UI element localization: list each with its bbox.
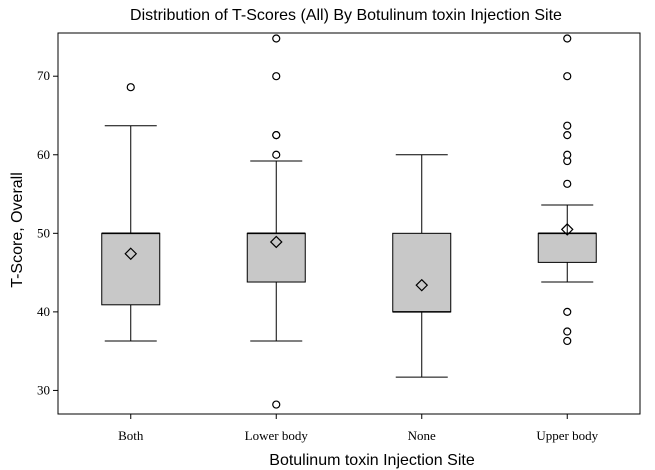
- x-tick-label: Lower body: [245, 428, 309, 443]
- mean-marker: [560, 223, 574, 236]
- outlier-point: [272, 131, 281, 140]
- outlier-point: [563, 307, 572, 316]
- y-tick-label: 50: [37, 225, 50, 240]
- outlier-point: [272, 400, 281, 409]
- box-group: [101, 83, 161, 342]
- mean-marker: [415, 278, 429, 292]
- y-axis: 30 40 50 60 70: [37, 68, 58, 397]
- outlier-point: [563, 336, 572, 346]
- iqr-box: [246, 232, 306, 283]
- y-tick-label: 70: [37, 68, 50, 83]
- box-series: [101, 34, 597, 409]
- outlier-point: [563, 179, 572, 188]
- iqr-box: [392, 232, 452, 313]
- mean-marker: [269, 235, 283, 249]
- box-group: [392, 154, 452, 378]
- x-axis: Both Lower body None Upper body: [118, 414, 599, 443]
- y-axis-label: T-Score, Overall: [9, 172, 26, 288]
- x-tick-label: Upper body: [536, 428, 598, 443]
- x-tick-label: None: [408, 428, 436, 443]
- iqr-box: [101, 232, 161, 306]
- outlier-point: [272, 34, 281, 43]
- outlier-point: [563, 150, 572, 159]
- box-group: [537, 34, 597, 346]
- outlier-point: [272, 150, 281, 159]
- outlier-point: [272, 72, 281, 81]
- outlier-point: [126, 83, 135, 92]
- outlier-point: [563, 327, 572, 336]
- mean-marker: [124, 247, 138, 261]
- x-tick-label: Both: [118, 428, 144, 443]
- outlier-point: [563, 121, 572, 130]
- chart-title: Distribution of T-Scores (All) By Botuli…: [130, 7, 562, 24]
- outlier-point: [563, 72, 572, 81]
- outlier-point: [563, 34, 572, 43]
- iqr-box: [537, 232, 597, 263]
- y-tick-label: 60: [37, 147, 50, 162]
- box-group: [246, 34, 306, 409]
- y-tick-label: 40: [37, 304, 50, 319]
- outlier-point: [563, 131, 572, 140]
- plot-area-frame: [57, 32, 641, 415]
- y-tick-label: 30: [37, 382, 50, 397]
- x-axis-label: Botulinum toxin Injection Site: [269, 452, 475, 469]
